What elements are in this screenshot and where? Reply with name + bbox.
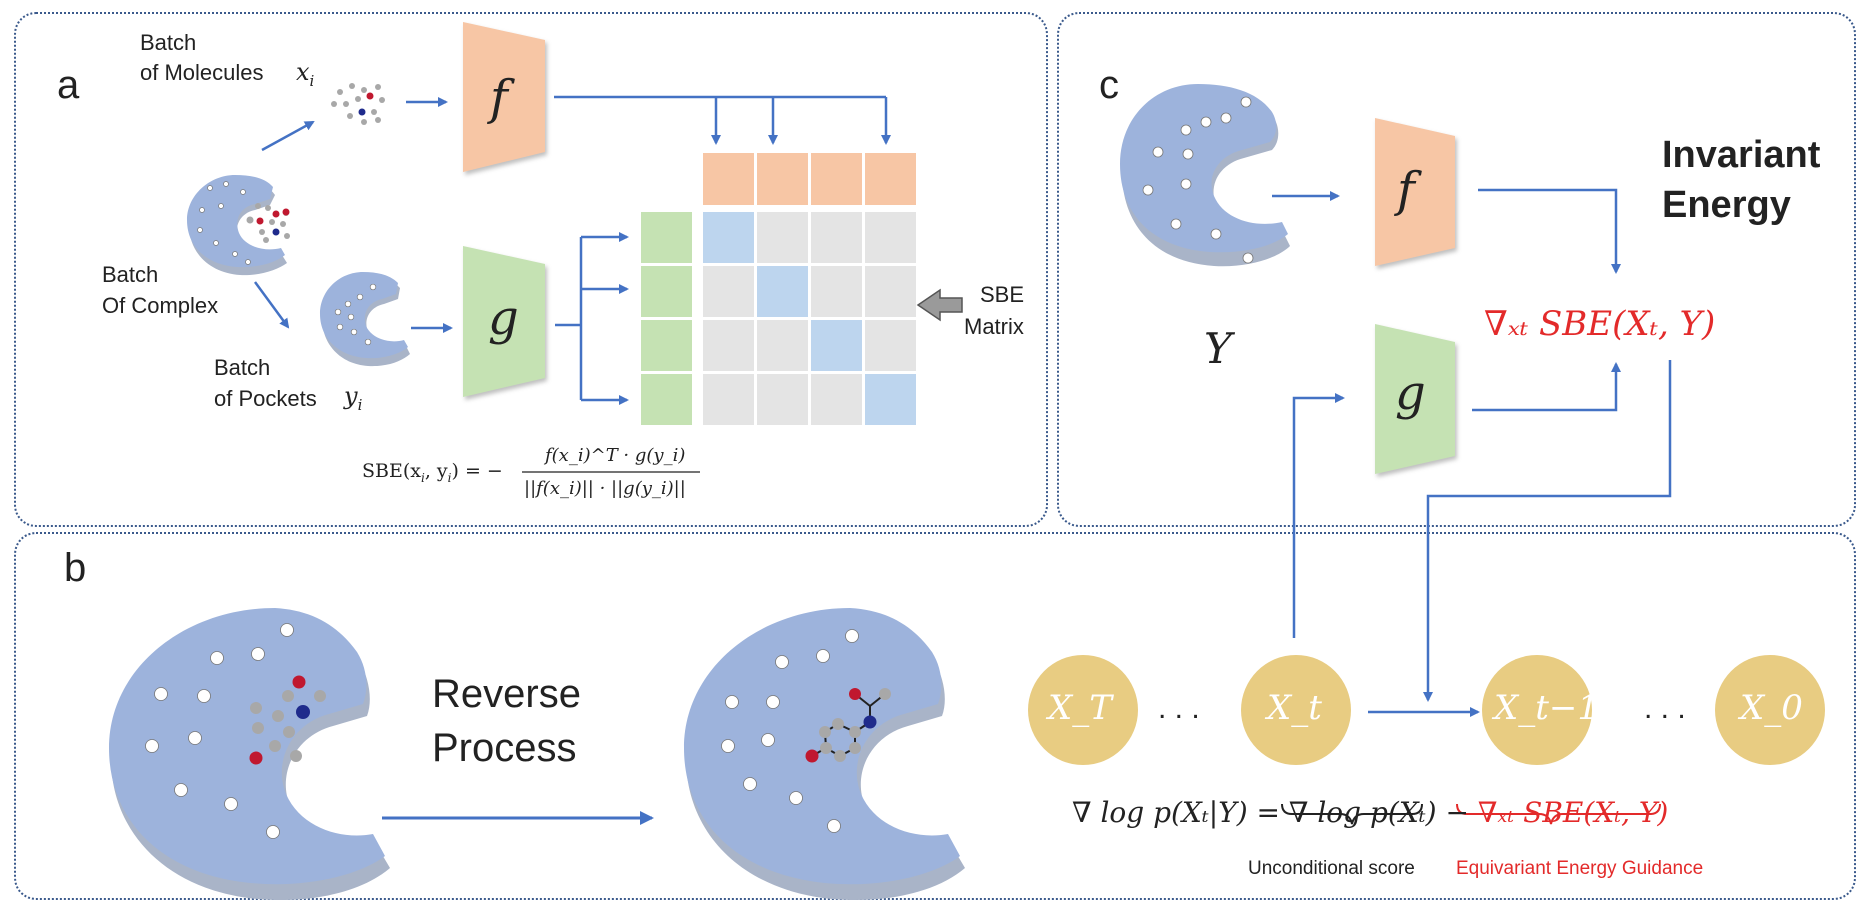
node-x-T-label: X_T: [1048, 688, 1112, 728]
score-equation: ∇ log p(Xₜ|Y) = ∇ log p(Xₜ) − ∇ₓₜ SBE(Xₜ…: [1072, 796, 1669, 829]
panel-c-letter: c: [1099, 63, 1119, 107]
sbe-matrix-line2: Matrix: [964, 314, 1024, 339]
panel-b-frame: [14, 532, 1856, 900]
node-x-t-label: X_t: [1267, 688, 1322, 728]
panel-a-frame: [14, 12, 1048, 527]
sbe-matrix-grid: [703, 212, 916, 425]
panel-c-pocket-shape: [1120, 84, 1290, 267]
pocket-batch-shape: [320, 272, 410, 367]
sbe-matrix-line1: SBE: [980, 282, 1025, 307]
f-output-arrows: [554, 95, 891, 145]
batch-complex-line1: Batch: [102, 262, 159, 287]
bonded-ligand-molecule: [805, 688, 891, 763]
batch-molecules-line2: of Molecules: [140, 60, 264, 85]
reverse-process-line2: Process: [432, 726, 577, 770]
gradient-sbe-label: ∇ₓₜ SBE(Xₜ, Y): [1484, 304, 1716, 344]
unconditional-score-brace: [1281, 803, 1423, 825]
g-output-arrows: [555, 232, 629, 405]
pocket-with-ligand-shape: [684, 608, 965, 901]
complex-pocket-shape: [187, 175, 287, 276]
arrow-complex-to-pockets: [253, 281, 290, 329]
equivariant-guidance-label: Equivariant Energy Guidance: [1456, 858, 1704, 879]
node-x-t-1-label: X_t−1: [1494, 688, 1599, 728]
panel-a-letter: a: [57, 63, 80, 107]
sbe-formula-numerator: f(x_i)^T · g(y_i): [545, 445, 686, 466]
chain-nodes: [1028, 655, 1825, 765]
batch-pockets-line1: Batch: [214, 355, 271, 380]
node-x-t: [1241, 655, 1351, 765]
unconditional-score-label: Unconditional score: [1248, 858, 1415, 879]
pockets-variable: yi: [344, 382, 363, 414]
pocket-with-atoms-shape: [109, 608, 390, 901]
batch-complex-line2: Of Complex: [102, 293, 219, 318]
batch-pockets-line2: of Pockets: [214, 386, 317, 411]
sbe-formula-lhs: SBE(xi, yi) = −: [362, 460, 503, 485]
node-x-0: [1715, 655, 1825, 765]
g-encoder-block: [463, 246, 545, 397]
panel-b-letter: b: [64, 546, 87, 590]
g-embedding-column: [641, 212, 692, 425]
node-x-T: [1028, 655, 1138, 765]
f-encoder-label-c: f: [1397, 162, 1415, 218]
sbe-formula-denominator: ||f(x_i)|| · ||g(y_i)||: [524, 478, 686, 499]
arrow-complex-to-molecules: [261, 120, 315, 152]
f-encoder-label: f: [490, 70, 508, 126]
reverse-process-line1: Reverse: [432, 672, 581, 716]
invariant-energy-title-line2: Energy: [1662, 184, 1791, 226]
sbe-matrix-pointer-arrow: [916, 288, 963, 322]
guidance-brace: [1456, 803, 1661, 825]
f-encoder-block: [463, 22, 545, 172]
g-encoder-label: g: [488, 290, 519, 346]
panel-c-flow-arrows: [1292, 188, 1672, 702]
batch-molecules-line1: Batch: [140, 30, 197, 55]
chain-dots-left: . . .: [1158, 692, 1200, 725]
complex-ligand-atoms: [197, 181, 290, 265]
node-x-0-label: X_0: [1740, 688, 1803, 728]
invariant-energy-title-line1: Invariant: [1662, 134, 1821, 176]
f-encoder-block-c: [1375, 118, 1455, 266]
g-encoder-block-c: [1375, 324, 1455, 474]
panel-c-frame: [1057, 12, 1856, 527]
scattered-ligand-atoms: [249, 675, 326, 765]
molecules-variable: xi: [296, 58, 315, 90]
chain-dots-right: . . .: [1644, 692, 1686, 725]
node-x-t-minus-1: [1482, 655, 1592, 765]
f-embedding-row: [703, 153, 916, 205]
g-encoder-label-c: g: [1395, 365, 1426, 421]
molecule-batch-atoms: [331, 83, 385, 125]
pocket-y-label: Y: [1204, 324, 1232, 373]
